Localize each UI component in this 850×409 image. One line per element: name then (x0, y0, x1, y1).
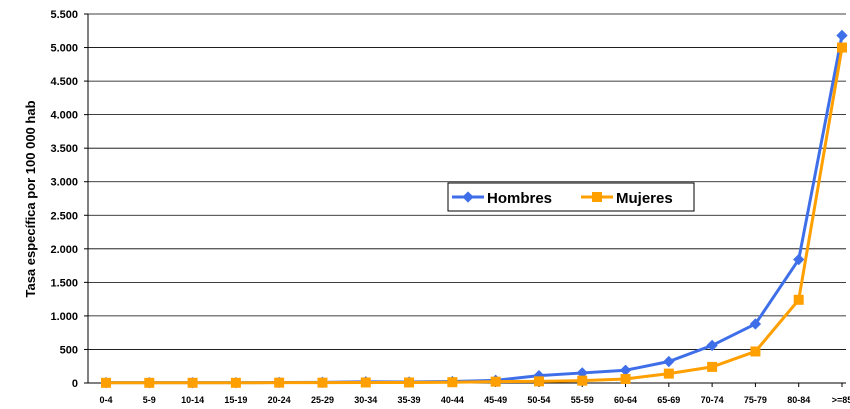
x-tick-label: >=85 (832, 395, 850, 405)
y-tick-label: 2.000 (50, 244, 78, 256)
data-point (101, 377, 111, 388)
x-tick-label: 20-24 (268, 395, 291, 405)
data-point (620, 373, 631, 384)
data-point (533, 376, 544, 387)
data-point (274, 377, 285, 388)
legend-box (447, 182, 695, 212)
y-tick-label: 5.500 (50, 9, 78, 21)
x-tick-label: 50-54 (527, 395, 550, 405)
x-tick-label: 45-49 (484, 395, 507, 405)
x-tick-label: 60-64 (614, 395, 637, 405)
data-point (793, 253, 805, 266)
series-line (106, 47, 844, 385)
x-axis-ticks: 0-4 5-9 10-14 15-19 20-24 25-29 30-34 35-39 40-4… (99, 383, 850, 405)
data-point (619, 364, 632, 376)
y-tick-label: 2.500 (50, 210, 78, 222)
data-point (187, 377, 198, 388)
data-point (144, 377, 155, 388)
data-point (663, 355, 675, 368)
x-tick-label: 30-34 (354, 395, 377, 405)
x-tick-label: 70-74 (701, 395, 724, 405)
legend-label-mujeres: Mujeres (616, 190, 673, 207)
y-tick-label: 3.500 (50, 143, 78, 155)
data-point (490, 376, 501, 387)
legend-label-hombres: Hombres (487, 190, 552, 207)
data-point (230, 377, 241, 388)
data-point (793, 294, 804, 305)
data-point (836, 29, 848, 42)
data-point (837, 42, 847, 53)
y-tick-label: 5.000 (50, 43, 78, 55)
data-point (706, 339, 718, 352)
x-tick-label: 0-4 (99, 395, 112, 405)
x-tick-label: 75-79 (744, 395, 767, 405)
x-tick-label: 65-69 (657, 395, 680, 405)
x-tick-label: 5-9 (143, 395, 156, 405)
y-tick-label: 1.500 (50, 277, 78, 289)
data-point (749, 318, 762, 330)
gridlines (88, 13, 846, 350)
y-tick-label: 1.000 (50, 311, 78, 323)
y-tick-label: 0 (72, 378, 78, 390)
data-point (404, 377, 415, 388)
y-tick-label: 4.000 (50, 110, 78, 122)
legend-marker-hombres (462, 191, 474, 203)
y-tick-label: 3.000 (50, 177, 78, 189)
y-tick-label: 500 (60, 344, 78, 356)
data-point (707, 361, 718, 372)
legend-marker-mujeres (592, 192, 602, 202)
data-point (663, 368, 674, 379)
y-tick-label: 4.500 (50, 76, 78, 88)
data-point (317, 377, 328, 388)
x-tick-label: 80-84 (787, 395, 810, 405)
x-tick-label: 15-19 (224, 395, 247, 405)
data-point (447, 377, 458, 388)
x-tick-label: 55-59 (571, 395, 594, 405)
legend: Hombres Mujeres (447, 182, 695, 212)
data-point (577, 375, 588, 386)
x-tick-label: 40-44 (441, 395, 464, 405)
data-point (360, 377, 371, 388)
x-tick-label: 10-14 (181, 395, 204, 405)
series (100, 29, 848, 389)
y-axis-title: Tasa específica por 100 000 hab (23, 100, 38, 297)
data-point (750, 346, 761, 357)
series-mujeres (101, 42, 847, 388)
y-axis-ticks: 0 500 1.000 1.500 2.000 2.500 3.000 3.500 4.000 4… (50, 9, 88, 390)
x-tick-label: 35-39 (398, 395, 421, 405)
x-tick-label: 25-29 (311, 395, 334, 405)
